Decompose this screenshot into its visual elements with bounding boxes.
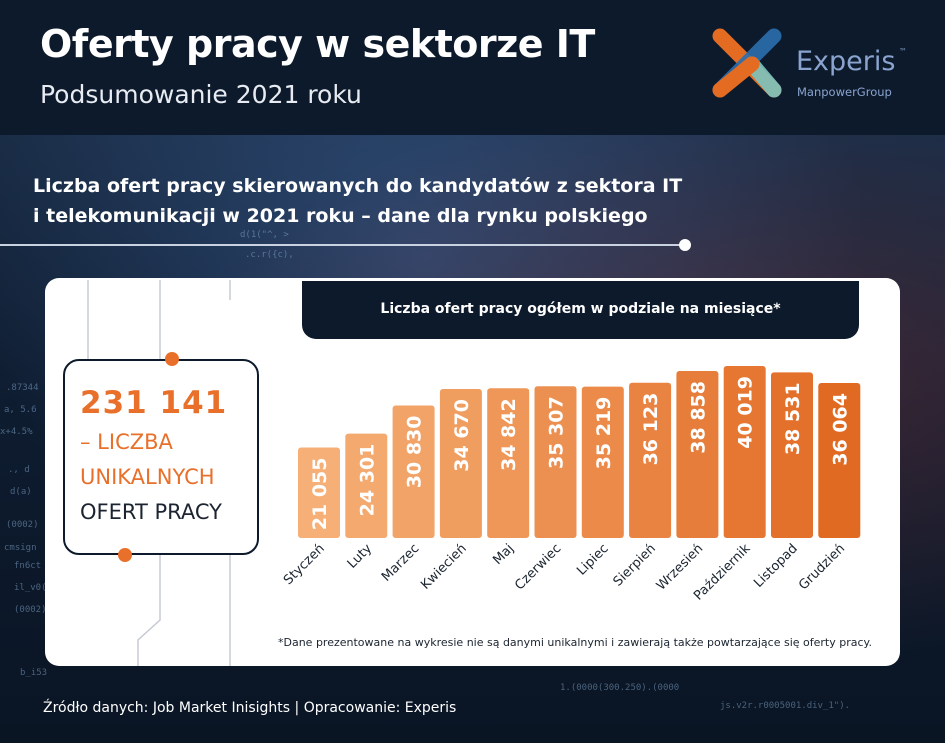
- bar-value-label-6: 35 219: [593, 397, 615, 470]
- data-source: Źródło danych: Job Market Inisights | Op…: [43, 700, 457, 716]
- bar-value-label-8: 38 858: [687, 381, 709, 454]
- section-title-line-1: Liczba ofert pracy skierowanych do kandy…: [33, 175, 683, 197]
- bar-1: [345, 433, 388, 538]
- page-subtitle: Podsumowanie 2021 roku: [40, 80, 362, 109]
- category-label-0: Styczeń: [281, 541, 328, 588]
- header-bar: Oferty pracy w sektorze IT Podsumowanie …: [0, 0, 945, 135]
- experis-x-icon: [712, 28, 782, 98]
- box-bottom-dot: [118, 548, 132, 562]
- bar-2: [392, 405, 435, 538]
- bar-10: [771, 372, 813, 538]
- bar-value-label-11: 36 064: [829, 393, 851, 466]
- unique-offers-label-3: OFERT PRACY: [80, 500, 222, 524]
- bar-0: [298, 447, 340, 538]
- bar-value-label-5: 35 307: [546, 396, 568, 469]
- bar-value-label-3: 34 670: [451, 399, 473, 472]
- category-label-10: Listopad: [751, 541, 801, 591]
- category-label-6: Lipiec: [574, 541, 611, 578]
- category-label-3: Kwiecień: [418, 541, 469, 592]
- chart-title-banner: Liczba ofert pracy ogółem w podziale na …: [302, 281, 859, 339]
- title-underline: [0, 244, 686, 246]
- title-line-dot: [679, 239, 691, 251]
- unique-offers-label-1: – LICZBA: [80, 430, 173, 454]
- box-top-dot: [165, 352, 179, 366]
- bar-value-label-4: 34 842: [498, 398, 520, 471]
- category-label-1: Luty: [345, 541, 376, 572]
- category-label-4: Maj: [490, 541, 517, 568]
- bar-4: [487, 388, 530, 538]
- bar-11: [818, 383, 861, 538]
- category-label-7: Sierpień: [611, 541, 659, 589]
- category-label-5: Czerwiec: [512, 541, 564, 593]
- logo-subtitle: ManpowerGroup: [797, 85, 892, 99]
- bar-9: [723, 366, 766, 538]
- bar-value-label-10: 38 531: [782, 382, 804, 455]
- section-title-line-2: i telekomunikacji w 2021 roku – dane dla…: [33, 205, 648, 227]
- bar-value-label-0: 21 055: [309, 458, 331, 531]
- bar-value-label-2: 30 830: [404, 416, 426, 489]
- unique-offers-label-2: UNIKALNYCH: [80, 465, 215, 489]
- bar-7: [629, 382, 672, 538]
- chart-footnote: *Dane prezentowane na wykresie nie są da…: [278, 636, 872, 649]
- unique-offers-value: 231 141: [80, 385, 228, 421]
- logo-name: Experis: [796, 46, 896, 77]
- chart-title: Liczba ofert pracy ogółem w podziale na …: [380, 301, 781, 317]
- bar-value-label-1: 24 301: [356, 444, 378, 517]
- bar-3: [439, 389, 482, 538]
- bar-value-label-9: 40 019: [735, 376, 757, 449]
- logo-trademark: ™: [899, 47, 907, 56]
- bars-group: [298, 366, 861, 538]
- category-label-2: Marzec: [379, 541, 422, 584]
- bar-value-label-7: 36 123: [640, 393, 662, 466]
- category-label-11: Grudzień: [796, 541, 848, 593]
- page-title: Oferty pracy w sektorze IT: [40, 22, 595, 66]
- unique-offers-box: [63, 359, 259, 555]
- bar-6: [581, 386, 624, 538]
- experis-logo: Experis ™ ManpowerGroup: [712, 28, 922, 100]
- bar-5: [534, 386, 577, 538]
- value-labels-group: 21 055 24 301 30 830 34 670 34 842 35 307 35 2…: [309, 376, 851, 530]
- bar-8: [676, 371, 719, 538]
